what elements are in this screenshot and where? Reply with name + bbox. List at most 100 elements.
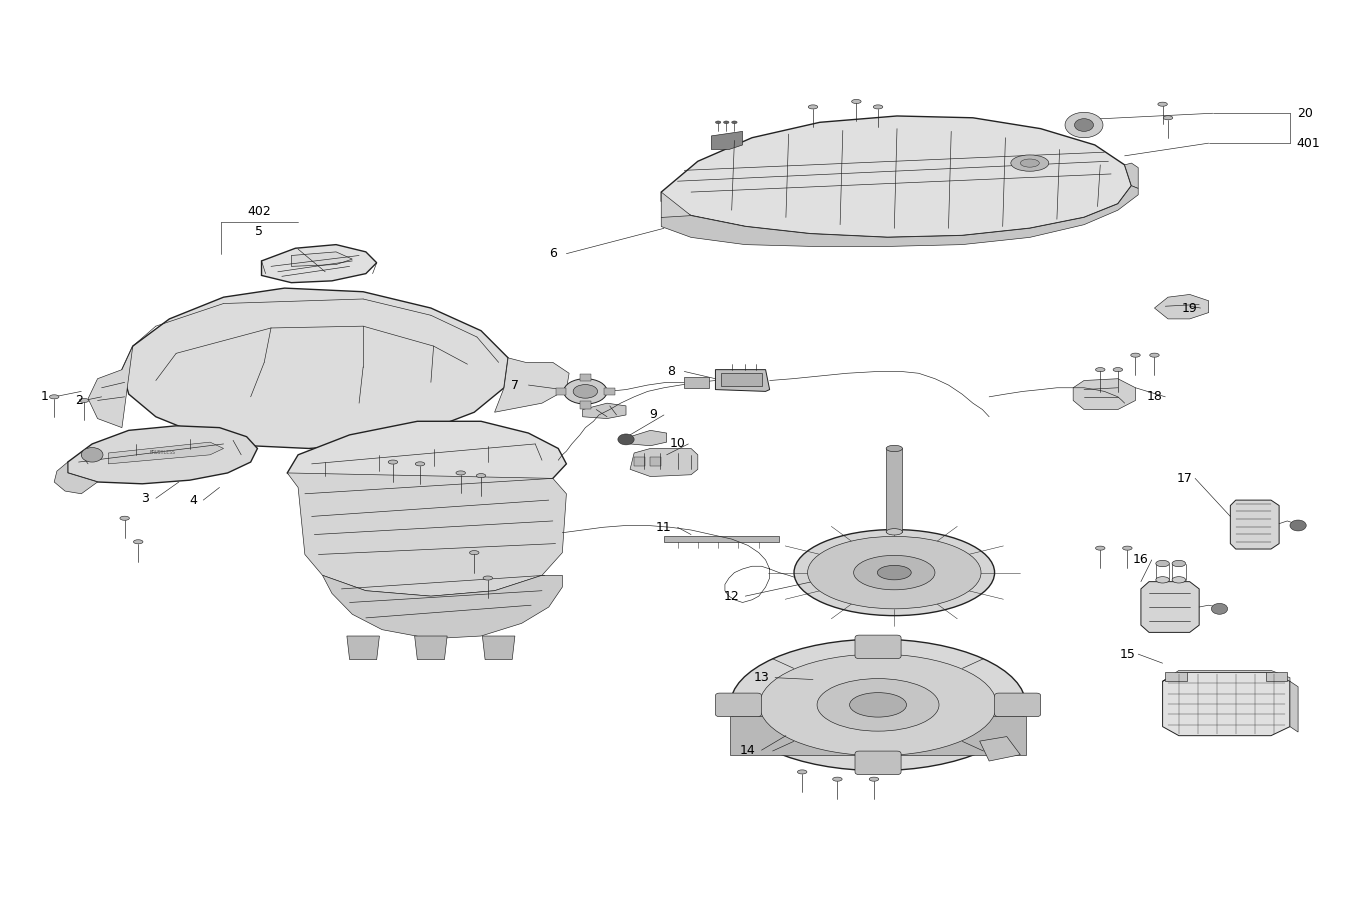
Polygon shape: [287, 421, 566, 500]
Text: 7: 7: [511, 379, 519, 391]
Polygon shape: [1266, 672, 1287, 681]
Text: 10: 10: [669, 438, 686, 450]
Polygon shape: [1125, 163, 1138, 188]
Text: 15: 15: [1119, 648, 1135, 660]
Text: 402: 402: [247, 205, 271, 217]
Ellipse shape: [886, 529, 902, 535]
Ellipse shape: [455, 471, 466, 475]
Ellipse shape: [886, 445, 902, 451]
Ellipse shape: [878, 565, 911, 580]
Ellipse shape: [477, 474, 485, 477]
Polygon shape: [661, 192, 745, 236]
Polygon shape: [108, 442, 224, 464]
Polygon shape: [415, 636, 447, 660]
Ellipse shape: [759, 654, 997, 756]
Circle shape: [81, 448, 103, 462]
Ellipse shape: [1156, 560, 1169, 567]
Text: 1: 1: [41, 390, 49, 403]
Text: 9: 9: [649, 409, 657, 421]
Polygon shape: [291, 252, 352, 266]
Polygon shape: [322, 575, 562, 639]
Polygon shape: [1230, 500, 1279, 549]
Polygon shape: [1165, 672, 1187, 681]
Circle shape: [1211, 603, 1228, 614]
Polygon shape: [583, 403, 626, 419]
Ellipse shape: [797, 770, 806, 774]
Ellipse shape: [1122, 546, 1131, 550]
Ellipse shape: [852, 100, 862, 103]
Ellipse shape: [715, 121, 721, 124]
Text: 18: 18: [1146, 390, 1163, 403]
Polygon shape: [661, 116, 1131, 237]
Ellipse shape: [1011, 155, 1049, 171]
Ellipse shape: [870, 777, 878, 781]
Polygon shape: [1163, 670, 1290, 681]
Text: 6: 6: [549, 247, 557, 260]
Ellipse shape: [1156, 577, 1169, 583]
Polygon shape: [54, 462, 98, 494]
Circle shape: [1075, 119, 1093, 131]
Ellipse shape: [1112, 368, 1122, 371]
Bar: [604, 388, 615, 395]
Text: 17: 17: [1176, 472, 1192, 485]
Polygon shape: [262, 245, 377, 283]
Polygon shape: [980, 737, 1020, 761]
Text: 4: 4: [190, 494, 198, 506]
Ellipse shape: [564, 379, 607, 404]
Text: 14: 14: [740, 744, 756, 757]
FancyBboxPatch shape: [715, 693, 762, 717]
Polygon shape: [634, 457, 645, 466]
Text: 16: 16: [1133, 554, 1149, 566]
Ellipse shape: [573, 385, 598, 399]
Polygon shape: [664, 536, 779, 542]
Text: 5: 5: [255, 225, 263, 237]
Polygon shape: [730, 716, 1026, 755]
Circle shape: [1065, 112, 1103, 138]
Ellipse shape: [133, 540, 142, 544]
Ellipse shape: [80, 399, 89, 402]
Ellipse shape: [794, 529, 995, 616]
Text: 13: 13: [753, 671, 770, 684]
Bar: [684, 377, 709, 388]
Polygon shape: [661, 186, 1138, 246]
Ellipse shape: [388, 460, 398, 464]
Ellipse shape: [1157, 102, 1167, 106]
Text: 12: 12: [724, 590, 740, 602]
Ellipse shape: [119, 516, 130, 520]
Text: 3: 3: [141, 492, 149, 505]
Ellipse shape: [854, 555, 935, 590]
Ellipse shape: [1020, 159, 1039, 167]
Ellipse shape: [808, 536, 981, 609]
Polygon shape: [287, 473, 566, 596]
Text: BRUSHLESS: BRUSHLESS: [149, 450, 176, 456]
Ellipse shape: [50, 395, 60, 399]
FancyBboxPatch shape: [855, 751, 901, 775]
Text: 19: 19: [1182, 302, 1198, 314]
Ellipse shape: [469, 551, 478, 554]
Bar: [580, 374, 591, 381]
Polygon shape: [1154, 294, 1209, 319]
Polygon shape: [347, 636, 379, 660]
Ellipse shape: [817, 679, 939, 731]
Ellipse shape: [1163, 116, 1173, 120]
Ellipse shape: [832, 777, 841, 781]
Ellipse shape: [732, 121, 737, 124]
FancyBboxPatch shape: [855, 635, 901, 659]
Bar: [886, 448, 902, 532]
Polygon shape: [68, 426, 257, 484]
Text: 401: 401: [1297, 137, 1321, 149]
Ellipse shape: [1172, 577, 1186, 583]
Bar: [556, 388, 566, 395]
Ellipse shape: [724, 121, 729, 124]
Polygon shape: [715, 370, 770, 391]
Polygon shape: [482, 636, 515, 660]
Polygon shape: [721, 373, 762, 386]
FancyBboxPatch shape: [995, 693, 1041, 717]
Polygon shape: [88, 346, 133, 428]
Ellipse shape: [1149, 353, 1160, 357]
Polygon shape: [650, 457, 661, 466]
Text: 20: 20: [1297, 107, 1313, 120]
Ellipse shape: [1095, 368, 1106, 371]
Polygon shape: [1163, 672, 1290, 736]
Circle shape: [618, 434, 634, 445]
